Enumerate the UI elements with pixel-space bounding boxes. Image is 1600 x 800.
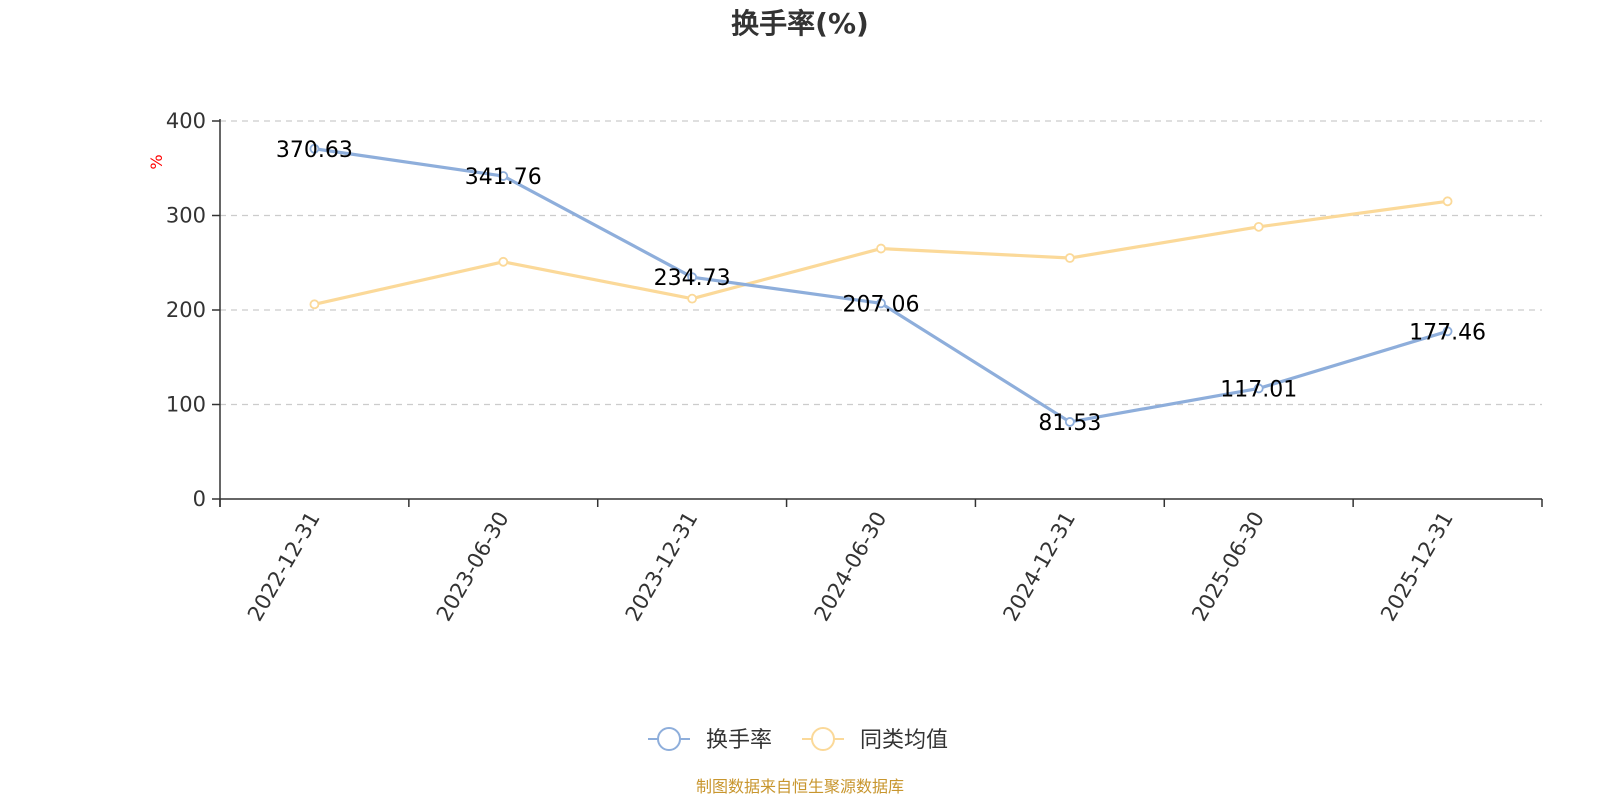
data-label-2: 234.73 bbox=[654, 266, 731, 291]
data-labels: 370.63 341.76 234.73 207.06 81.53 117.01 177.4… bbox=[276, 138, 1486, 436]
legend: 换手率 同类均值 bbox=[648, 727, 948, 753]
data-label-4: 81.53 bbox=[1038, 411, 1101, 436]
series-1-point-1 bbox=[498, 256, 509, 267]
legend-item-peer-average[interactable]: 同类均值 bbox=[802, 727, 948, 753]
data-label-6: 177.46 bbox=[1409, 320, 1486, 345]
x-tick-label-2024-12-31: 2024-12-31 bbox=[998, 508, 1080, 626]
series-0-point-4 bbox=[1064, 417, 1075, 427]
chart-title: 换手率(%) bbox=[731, 7, 869, 40]
series-1-point-6 bbox=[1442, 196, 1453, 207]
legend-item-turnover[interactable]: 换手率 bbox=[648, 727, 772, 753]
source-note: 制图数据来自恒生聚源数据库 bbox=[696, 777, 904, 796]
x-tick-label-2025-12-31: 2025-12-31 bbox=[1376, 508, 1458, 626]
data-label-0: 370.63 bbox=[276, 138, 353, 163]
y-tick-label-200: 200 bbox=[166, 298, 206, 322]
y-tick-label-100: 100 bbox=[166, 393, 206, 417]
y-tick-label-0: 0 bbox=[193, 487, 206, 511]
legend-label-peer-average: 同类均值 bbox=[860, 728, 948, 753]
series-1-point-4 bbox=[1064, 253, 1075, 263]
data-label-5: 117.01 bbox=[1220, 377, 1297, 402]
series-0-point-6 bbox=[1442, 326, 1453, 337]
data-label-3: 207.06 bbox=[843, 292, 920, 317]
series-1-point-3 bbox=[876, 243, 886, 254]
series-lines bbox=[309, 143, 1453, 427]
x-tick-label-2023-12-31: 2023-12-31 bbox=[621, 508, 703, 626]
series-1-point-2 bbox=[687, 293, 698, 304]
x-tick-label-2023-06-30: 2023-06-30 bbox=[432, 508, 514, 626]
series-0-point-5 bbox=[1253, 383, 1264, 394]
x-tick-label-2022-12-31: 2022-12-31 bbox=[243, 508, 325, 626]
series-1-point-5 bbox=[1253, 221, 1264, 232]
y-tick-label-300: 300 bbox=[166, 204, 206, 228]
series-0-point-2 bbox=[687, 272, 698, 283]
y-tick-label-400: 400 bbox=[166, 109, 206, 133]
data-label-1: 341.76 bbox=[465, 165, 542, 190]
legend-label-turnover: 换手率 bbox=[706, 728, 772, 753]
legend-marker-peer-average bbox=[811, 727, 835, 751]
axes: 0 100 200 300 400 2022-12-31 2023-06-30 2023-12… bbox=[166, 109, 1543, 626]
y-axis-label: % bbox=[147, 154, 166, 169]
x-tick-label-2024-06-30: 2024-06-30 bbox=[810, 508, 892, 626]
legend-marker-turnover bbox=[657, 727, 681, 751]
series-0-point-1 bbox=[498, 171, 509, 181]
series-0-point-3 bbox=[876, 298, 886, 309]
series-0-point-0 bbox=[309, 143, 320, 154]
x-tick-label-2025-06-30: 2025-06-30 bbox=[1187, 508, 1269, 626]
series-1-point-0 bbox=[309, 299, 320, 310]
grid-lines bbox=[220, 120, 1542, 406]
